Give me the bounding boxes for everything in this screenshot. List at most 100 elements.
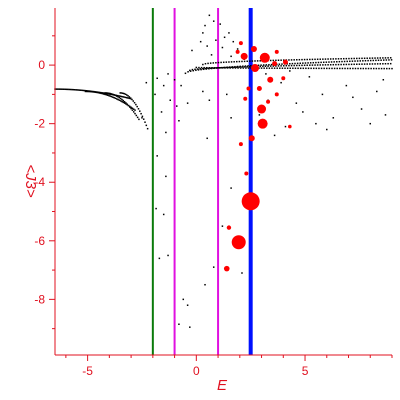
data-point [105,92,108,94]
data-point [254,60,256,62]
highlight-point [250,45,257,52]
data-point [238,60,241,63]
data-point [84,90,87,93]
data-point [125,94,128,96]
data-point [307,67,310,70]
data-point [260,67,263,69]
data-point [382,63,384,65]
data-point [95,91,97,94]
data-point [106,92,109,94]
y-tick-label: -6 [34,234,45,248]
data-point [230,55,232,58]
data-point [176,105,178,107]
data-point [67,88,69,91]
data-point [324,58,327,60]
data-point [296,64,298,67]
data-point [367,59,369,62]
data-point [221,67,224,69]
data-point [259,65,261,68]
data-point [353,57,355,60]
data-point [110,93,113,95]
data-point [238,66,241,68]
data-point [180,84,182,87]
data-point [303,64,306,67]
data-point [316,58,319,61]
data-point [357,67,359,70]
data-point [131,109,134,111]
data-point [323,67,325,70]
data-point [162,213,165,216]
data-point [220,66,222,69]
data-point [288,64,290,67]
data-point [56,88,59,90]
data-point [131,98,133,101]
data-point [280,65,282,67]
data-point [259,60,261,62]
data-point [167,254,169,257]
data-point [121,100,123,103]
data-point [309,62,312,64]
data-point [198,66,200,69]
data-point [60,88,63,90]
data-point [140,112,142,115]
data-point [296,62,299,65]
data-point [249,64,252,67]
data-point [189,70,192,72]
data-point [382,78,385,81]
data-point [131,107,134,109]
data-point [224,67,226,69]
data-point [380,67,383,70]
data-point [378,67,380,70]
data-point [384,57,387,59]
data-point [132,100,135,102]
highlight-point [259,52,270,63]
data-point [217,61,220,64]
data-point [71,88,73,91]
data-point [204,62,207,65]
data-point [160,111,163,113]
data-point [388,67,391,70]
data-point [230,61,233,63]
data-point [129,106,131,108]
highlight-point [256,86,262,92]
data-point [137,108,140,110]
data-point [267,65,269,67]
data-point [138,118,140,121]
axes [54,8,392,356]
highlight-point [288,124,292,129]
highlight-point [241,192,260,211]
data-point [322,58,324,60]
data-point [362,67,365,70]
data-point [314,58,316,61]
data-point [217,67,220,69]
data-point [123,92,125,95]
data-point [106,94,109,96]
data-point [324,64,327,66]
data-point [263,67,265,69]
data-point [100,92,102,95]
data-point [230,187,232,189]
data-point [120,92,123,94]
data-point [280,59,282,61]
data-point [233,66,235,68]
data-point [237,67,239,69]
data-point [340,58,342,60]
data-point [184,72,187,75]
x-ticks: -5 0 5 [65,355,393,378]
data-point [310,67,312,70]
data-point [309,64,311,66]
data-point [260,64,262,66]
data-point [230,117,232,119]
data-point [73,89,76,91]
highlight-point [257,104,267,114]
data-point [288,59,290,61]
data-point [225,61,228,63]
data-point [273,134,276,137]
data-point [234,65,236,68]
data-point [376,57,379,59]
data-point [363,57,366,60]
data-point [117,96,119,98]
data-point [194,68,196,71]
data-point [234,67,237,69]
